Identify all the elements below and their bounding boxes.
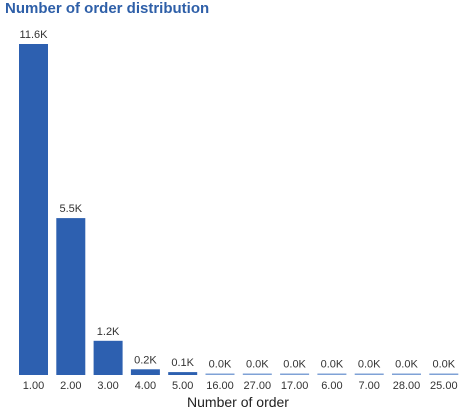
data-label-16.00: 0.0K xyxy=(209,359,232,371)
data-label-17.00: 0.0K xyxy=(283,359,306,371)
x-tick-27.00: 27.00 xyxy=(244,380,272,392)
data-label-1.00: 11.6K xyxy=(20,29,49,41)
bar-3.00 xyxy=(93,340,123,375)
data-label-2.00: 5.5K xyxy=(59,203,82,215)
bar-4.00 xyxy=(130,369,160,375)
data-label-25.00: 0.0K xyxy=(432,359,455,371)
x-tick-16.00: 16.00 xyxy=(206,380,234,392)
data-label-6.00: 0.0K xyxy=(321,359,344,371)
bar-1.00 xyxy=(19,44,48,375)
x-tick-17.00: 17.00 xyxy=(281,380,309,392)
bar-25.00 xyxy=(429,373,459,375)
x-tick-25.00: 25.00 xyxy=(430,380,458,392)
chart-title: Number of order distribution xyxy=(5,0,210,17)
data-label-4.00: 0.2K xyxy=(134,354,157,366)
x-tick-2.00: 2.00 xyxy=(60,380,81,392)
data-label-27.00: 0.0K xyxy=(246,359,269,371)
bar-17.00 xyxy=(280,373,310,375)
data-label-7.00: 0.0K xyxy=(358,359,381,371)
bar-6.00 xyxy=(317,373,347,375)
bar-5.00 xyxy=(168,372,198,375)
x-tick-7.00: 7.00 xyxy=(358,380,379,392)
bar-2.00 xyxy=(56,218,86,375)
bar-27.00 xyxy=(242,373,272,375)
x-tick-1.00: 1.00 xyxy=(23,380,44,392)
x-tick-3.00: 3.00 xyxy=(97,380,118,392)
x-tick-28.00: 28.00 xyxy=(393,380,421,392)
data-label-28.00: 0.0K xyxy=(395,359,418,371)
x-tick-5.00: 5.00 xyxy=(172,380,193,392)
x-axis-label: Number of order xyxy=(187,394,289,410)
x-tick-4.00: 4.00 xyxy=(135,380,156,392)
data-label-5.00: 0.1K xyxy=(171,357,194,369)
x-tick-6.00: 6.00 xyxy=(321,380,342,392)
bar-28.00 xyxy=(392,373,421,375)
bar-7.00 xyxy=(354,373,384,375)
data-label-3.00: 1.2K xyxy=(97,326,120,338)
bar-16.00 xyxy=(205,373,235,375)
